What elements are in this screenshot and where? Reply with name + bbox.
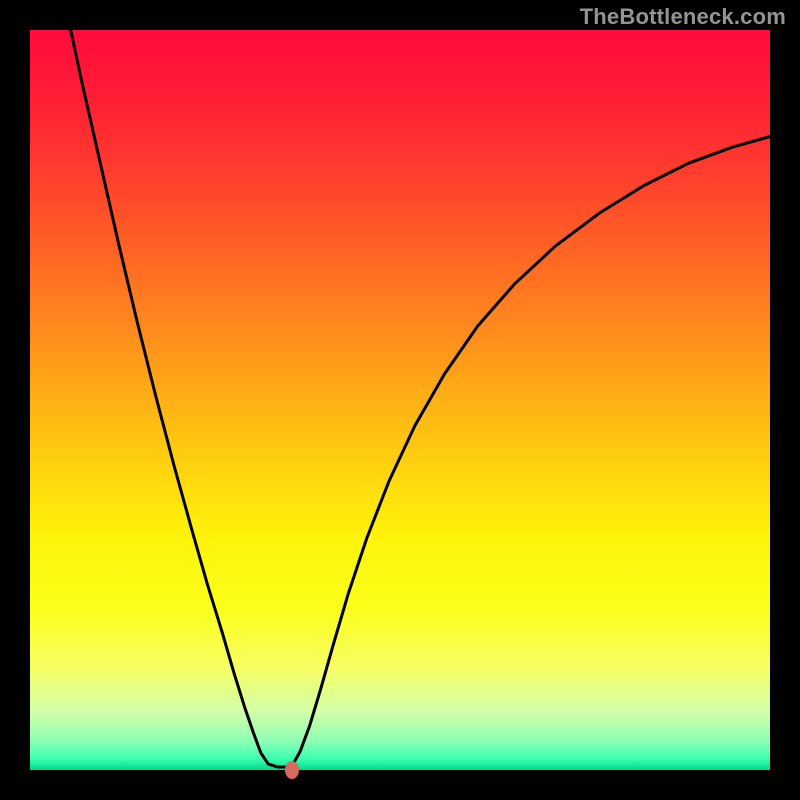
watermark-text: TheBottleneck.com	[580, 4, 786, 30]
optimal-point-marker	[285, 761, 299, 779]
chart-frame: TheBottleneck.com	[0, 0, 800, 800]
gradient-background	[30, 30, 770, 770]
bottleneck-chart	[0, 0, 800, 800]
